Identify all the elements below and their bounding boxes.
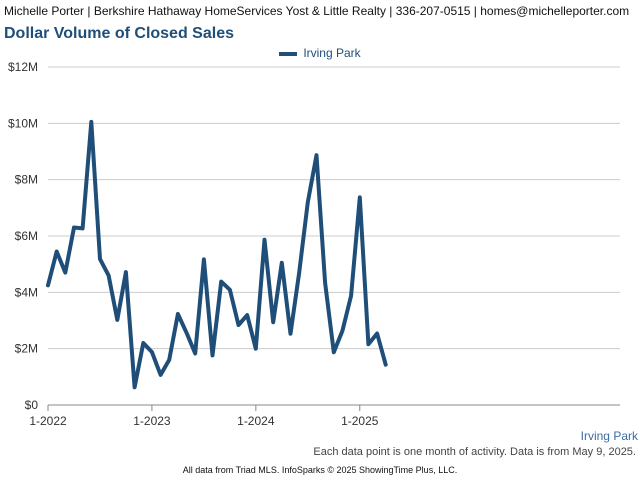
data-point (176, 312, 180, 316)
data-point (288, 332, 293, 336)
data-point (280, 261, 284, 265)
x-axis: 1-2022 1-2023 1-2024 1-2025 (29, 405, 379, 428)
data-point (323, 281, 327, 285)
data-point (384, 363, 388, 367)
data-point (72, 225, 76, 230)
data-point (375, 331, 379, 336)
data-point (245, 313, 249, 317)
legend-swatch (279, 51, 298, 56)
data-point (46, 283, 50, 287)
data-point (98, 257, 102, 261)
data-point (89, 120, 93, 124)
data-point (349, 294, 353, 298)
data-point (158, 373, 163, 377)
agent-contact-line: Michelle Porter | Berkshire Hathaway Hom… (4, 4, 630, 18)
y-tick-label: $8M (15, 173, 38, 187)
x-tick-label: 1-2025 (341, 414, 379, 428)
series-line (46, 119, 388, 390)
data-point (141, 341, 145, 345)
data-point (55, 249, 59, 254)
data-point (332, 350, 336, 354)
data-point (228, 288, 232, 292)
data-point (63, 271, 67, 275)
x-axis-series-label: Irving Park (580, 429, 638, 443)
y-tick-label: $0 (25, 398, 39, 412)
y-axis-ticks: $0 $2M $4M $6M $8M $10M $12M (8, 60, 38, 412)
data-point (271, 320, 275, 324)
data-point (254, 347, 258, 351)
data-credit: All data from Triad MLS. InfoSparks © 20… (182, 465, 458, 475)
data-point (184, 331, 189, 335)
y-tick-label: $6M (15, 229, 38, 243)
footnote: Each data point is one month of activity… (313, 446, 636, 458)
y-tick-label: $12M (8, 60, 38, 74)
x-tick-label: 1-2024 (237, 414, 275, 428)
data-point (124, 270, 128, 274)
data-point (358, 195, 362, 200)
data-point (262, 238, 267, 242)
x-tick-label: 1-2023 (133, 414, 171, 428)
data-point (219, 280, 223, 284)
series-irving-park (46, 119, 388, 390)
data-point (193, 351, 197, 356)
data-point (297, 271, 301, 275)
y-tick-label: $4M (15, 285, 38, 299)
data-point (115, 318, 119, 322)
data-point (133, 385, 137, 389)
x-tick-label: 1-2022 (29, 414, 67, 428)
data-point (236, 323, 241, 327)
data-point (366, 342, 371, 346)
chart-title: Dollar Volume of Closed Sales (4, 25, 234, 42)
data-point (167, 358, 171, 362)
data-point (107, 273, 111, 278)
data-point (210, 353, 215, 358)
data-point (81, 226, 85, 230)
data-point (340, 329, 345, 333)
data-point (202, 257, 206, 261)
data-point (306, 200, 310, 204)
data-point (314, 153, 319, 157)
data-point (150, 350, 154, 354)
legend-label: Irving Park (303, 46, 361, 60)
legend[interactable]: Irving Park (0, 46, 640, 60)
y-tick-label: $2M (15, 342, 38, 356)
y-tick-label: $10M (8, 116, 38, 130)
